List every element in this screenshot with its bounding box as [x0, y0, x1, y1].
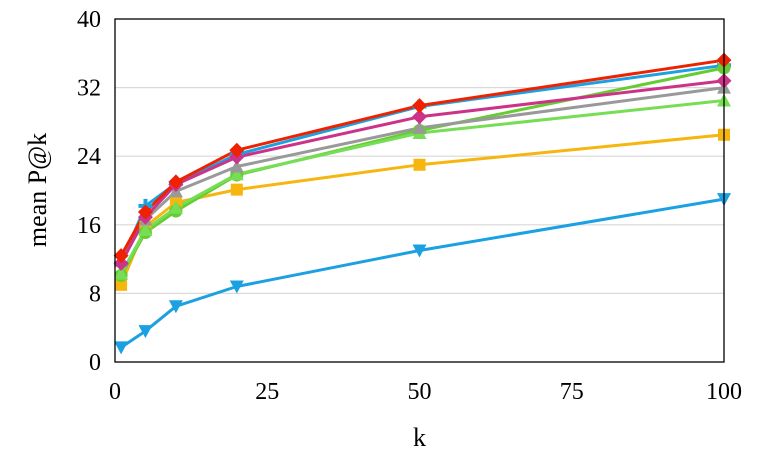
data-point-2-0	[115, 278, 128, 291]
y-tick-label: 24	[77, 144, 101, 170]
data-point-7-2	[168, 174, 184, 190]
y-tick-labels: 0 8 16 24 32 40	[77, 7, 101, 376]
x-tick-label: 50	[408, 379, 432, 405]
x-tick-label: 75	[560, 379, 584, 405]
data-point-5-3	[229, 159, 244, 173]
series-markers	[113, 52, 732, 355]
y-tick-label: 8	[89, 281, 101, 307]
y-tick-label: 0	[89, 350, 101, 376]
x-axis-title: k	[413, 423, 426, 452]
x-tick-labels: 0 25 50 75 100	[109, 379, 742, 405]
data-point-4-2	[168, 200, 183, 214]
data-point-1-4	[412, 244, 427, 258]
data-point-4-0	[114, 266, 129, 280]
data-point-6-0	[113, 255, 129, 271]
x-tick-label: 100	[706, 379, 742, 405]
y-tick-label: 32	[77, 76, 101, 102]
data-point-7-3	[229, 142, 245, 158]
data-point-5-4	[412, 120, 427, 134]
data-point-2-4	[413, 158, 426, 171]
plot-frame	[114, 18, 725, 363]
data-point-1-2	[168, 300, 183, 314]
data-point-1-3	[229, 280, 244, 294]
series-line-2	[119, 133, 725, 286]
data-point-4-3	[229, 167, 244, 181]
data-point-1-1	[138, 325, 153, 339]
data-point-4-1	[138, 222, 153, 236]
data-point-7-0	[113, 248, 129, 264]
x-tick-label: 25	[255, 379, 279, 405]
y-axis-title: mean P@k	[23, 133, 52, 247]
y-tick-label: 16	[77, 213, 101, 239]
series-line-7	[119, 58, 725, 257]
data-point-6-4	[412, 109, 427, 125]
data-point-7-4	[412, 98, 427, 114]
data-point-2-3	[230, 183, 243, 196]
data-point-1-0	[114, 341, 129, 355]
series-line-1	[120, 197, 725, 349]
y-tick-label: 40	[77, 7, 101, 33]
data-point-7-1	[137, 204, 153, 220]
x-tick-label: 0	[109, 379, 121, 405]
